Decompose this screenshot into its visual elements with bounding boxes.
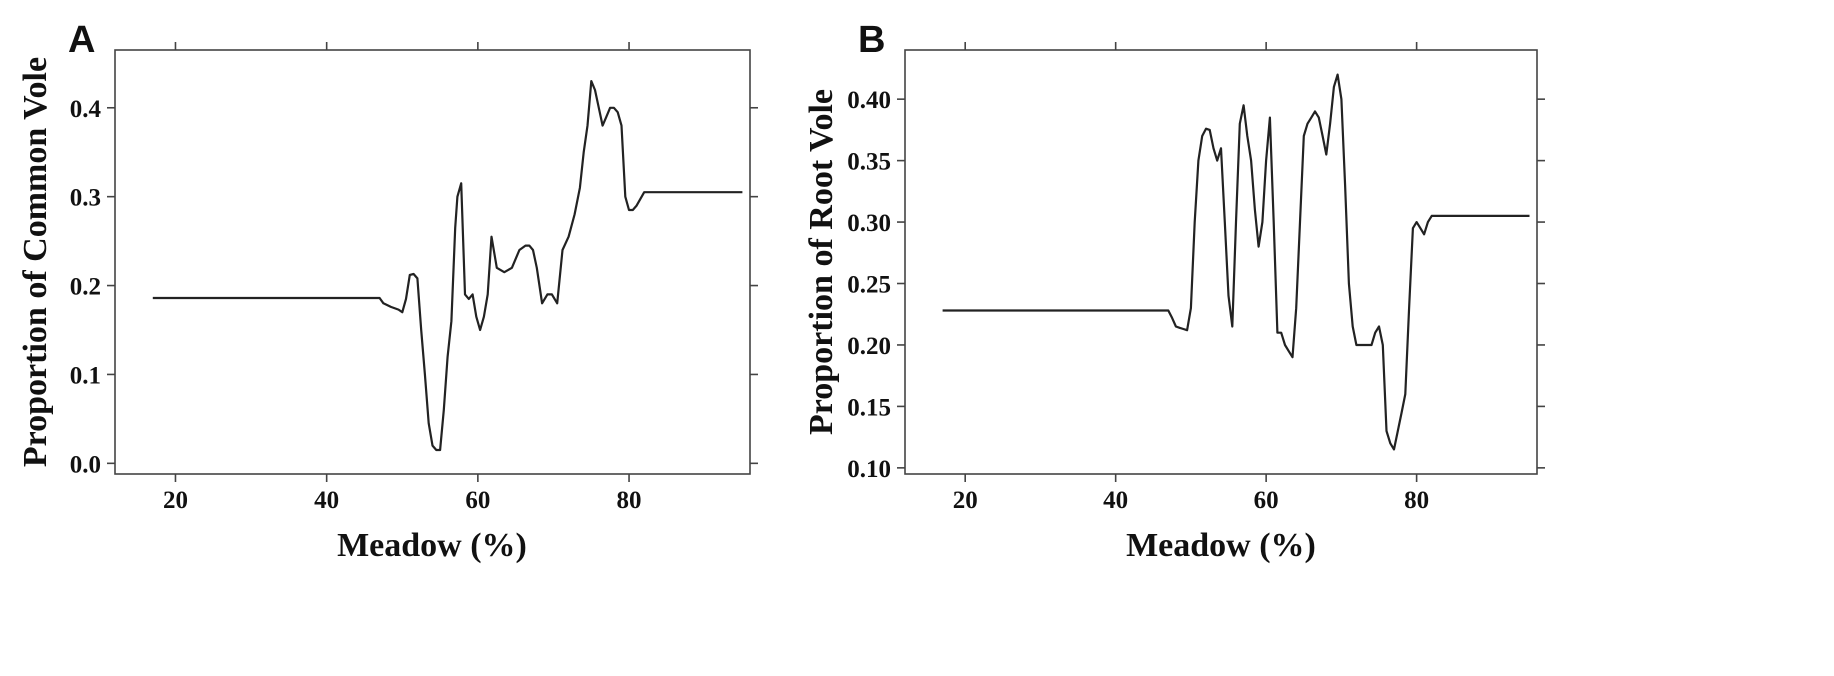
panel-a-y-tick-label: 0.4 <box>70 96 102 123</box>
panel-a-tick-marks <box>107 42 758 482</box>
panel-a-common-vole: A 20 40 60 80 0.0 0.1 0.2 0.3 0.4 Meadow (%) Pro… <box>17 19 758 564</box>
panel-b-y-tick-label: 0.10 <box>847 456 891 483</box>
panel-a-series-line <box>152 80 743 452</box>
panel-a-x-tick-label: 80 <box>617 487 642 514</box>
panel-b-plot-frame <box>904 49 1538 475</box>
panel-a-x-tick-label: 20 <box>163 487 188 514</box>
panel-b-x-tick-label: 60 <box>1254 487 1279 514</box>
panel-b-y-tick-label: 0.35 <box>847 149 891 176</box>
panel-b-x-tick-label: 40 <box>1103 487 1128 514</box>
panel-b-tick-marks <box>897 42 1545 482</box>
panel-a-y-tick-label: 0.1 <box>70 362 101 389</box>
panel-a-y-tick-label: 0.2 <box>70 274 101 301</box>
panel-b-y-axis-label: Proportion of Root Vole <box>803 89 840 435</box>
panel-a-letter: A <box>68 19 95 61</box>
panel-a-x-tick-label: 40 <box>314 487 339 514</box>
panel-a-x-tick-label: 60 <box>465 487 490 514</box>
panel-b-y-tick-label: 0.15 <box>847 394 891 421</box>
panel-a-y-tick-label: 0.0 <box>70 451 101 478</box>
panel-b-x-tick-label: 80 <box>1404 487 1429 514</box>
panel-b-letter: B <box>858 19 885 61</box>
panel-a-tick-labels: 20 40 60 80 0.0 0.1 0.2 0.3 0.4 <box>70 96 642 514</box>
panel-a-y-axis-label: Proportion of Common Vole <box>17 57 54 467</box>
panel-a-x-axis-label: Meadow (%) <box>337 527 527 564</box>
panel-b-y-tick-label: 0.25 <box>847 272 891 299</box>
panel-b-series-line <box>942 73 1530 451</box>
panel-b-y-tick-label: 0.20 <box>847 333 891 360</box>
panel-a-plot-frame <box>114 49 751 475</box>
panel-b-y-tick-label: 0.30 <box>847 210 891 237</box>
panel-b-tick-labels: 20 40 60 80 0.10 0.15 0.20 0.25 0.30 0.35 0.40 <box>847 87 1429 514</box>
panel-a-y-tick-label: 0.3 <box>70 185 101 212</box>
panel-b-y-tick-label: 0.40 <box>847 87 891 114</box>
panel-b-root-vole: B 20 40 60 80 0.10 0.15 0.20 0.25 0.30 0.35 0.40 M… <box>803 19 1545 564</box>
panel-b-x-tick-label: 20 <box>953 487 978 514</box>
panel-b-x-axis-label: Meadow (%) <box>1126 527 1316 564</box>
